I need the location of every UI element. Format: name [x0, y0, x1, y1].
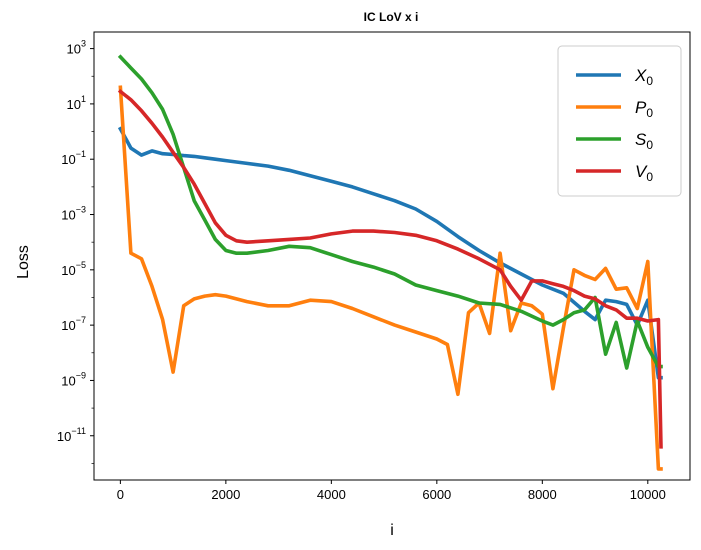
series-line-p0 — [118, 85, 663, 471]
y-tick-label: 10−9 — [61, 370, 86, 388]
legend-entries: X0 P0 S0 V0 — [576, 66, 653, 184]
series-line-v0 — [117, 88, 663, 449]
y-tick-label: 10−1 — [61, 149, 86, 167]
x-tick-label: 10000 — [630, 487, 666, 502]
y-tick-label: 101 — [67, 94, 86, 112]
x-tick-label: 8000 — [528, 487, 557, 502]
x-tick-label: 4000 — [317, 487, 346, 502]
legend: X0 P0 S0 V0 — [557, 45, 682, 197]
y-axis-label: Loss — [15, 245, 32, 279]
axes-frame — [93, 31, 691, 481]
legend-label-v0: V0 — [635, 162, 653, 184]
legend-box — [557, 45, 682, 197]
y-tick-label: 103 — [67, 39, 86, 57]
x-tick-label: 6000 — [422, 487, 451, 502]
x-axis-label: i — [390, 522, 394, 539]
series-line-x0 — [117, 126, 663, 380]
x-tick-label: 0 — [117, 487, 124, 502]
legend-label-x0: X0 — [634, 66, 653, 88]
legend-label-p0: P0 — [635, 98, 653, 120]
y-tick-label: 10−3 — [61, 205, 86, 223]
y-axis-ticks: 103 101 10−1 10−3 10−5 10−7 10−9 10−11 — [57, 39, 94, 464]
y-tick-label: 10−7 — [61, 315, 86, 333]
series-line-s0 — [117, 54, 663, 370]
plot-area — [117, 54, 663, 471]
x-tick-label: 2000 — [211, 487, 240, 502]
y-tick-label: 10−11 — [57, 426, 86, 444]
legend-label-s0: S0 — [635, 130, 653, 152]
x-axis-ticks: 0 2000 4000 6000 8000 10000 — [117, 480, 666, 502]
y-tick-label: 10−5 — [61, 260, 86, 278]
chart-title: IC LoV x i — [364, 10, 419, 24]
